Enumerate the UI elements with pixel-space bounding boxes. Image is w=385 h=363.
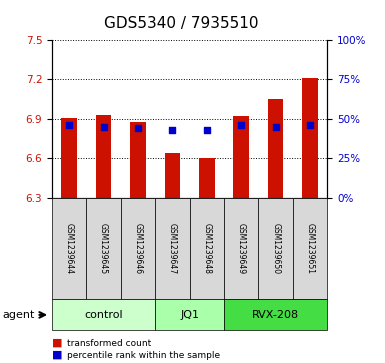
Point [238, 122, 244, 128]
Text: GDS5340 / 7935510: GDS5340 / 7935510 [104, 16, 258, 31]
Bar [302, 78, 318, 198]
Point [273, 124, 279, 130]
Text: RVX-208: RVX-208 [252, 310, 299, 320]
Point [135, 126, 141, 131]
Bar [96, 115, 111, 198]
Point [204, 127, 210, 133]
Text: GSM1239650: GSM1239650 [271, 223, 280, 274]
Point [169, 127, 176, 133]
Text: GSM1239646: GSM1239646 [134, 223, 142, 274]
Text: ■: ■ [52, 350, 62, 360]
Text: GSM1239647: GSM1239647 [168, 223, 177, 274]
Text: GSM1239651: GSM1239651 [306, 223, 315, 274]
Bar [233, 116, 249, 198]
Text: GSM1239649: GSM1239649 [237, 223, 246, 274]
Text: control: control [84, 310, 123, 320]
Point [100, 124, 107, 130]
Bar [62, 118, 77, 198]
Bar [199, 158, 214, 198]
Text: GSM1239645: GSM1239645 [99, 223, 108, 274]
Text: ■: ■ [52, 338, 62, 348]
Text: agent: agent [2, 310, 34, 320]
Text: transformed count: transformed count [67, 339, 151, 347]
Point [66, 122, 72, 128]
Bar [268, 99, 283, 198]
Bar [130, 122, 146, 198]
Text: JQ1: JQ1 [180, 310, 199, 320]
Bar [165, 153, 180, 198]
Text: GSM1239648: GSM1239648 [202, 223, 211, 274]
Point [307, 122, 313, 128]
Text: percentile rank within the sample: percentile rank within the sample [67, 351, 220, 359]
Text: GSM1239644: GSM1239644 [65, 223, 74, 274]
